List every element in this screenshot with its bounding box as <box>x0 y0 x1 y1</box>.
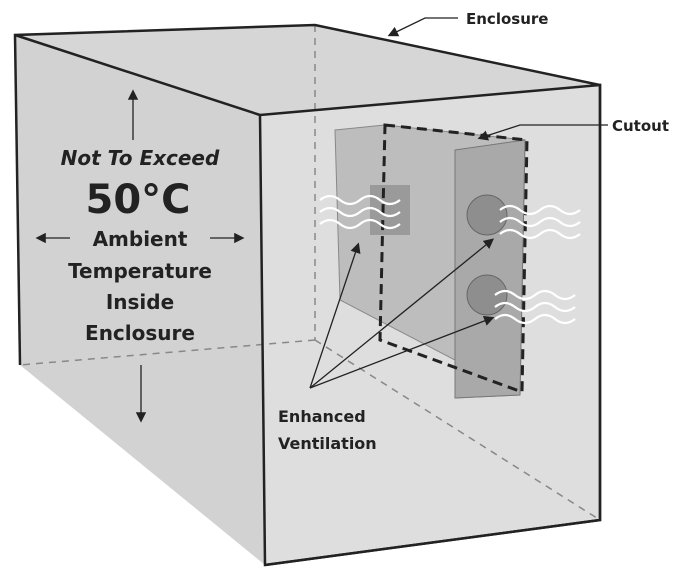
note-line: Ambient <box>93 227 188 251</box>
box-edges <box>13 23 602 567</box>
hidden-edges <box>19 25 601 521</box>
ventilation-label: Ventilation <box>278 434 377 453</box>
cutout-label: Cutout <box>612 117 669 135</box>
device <box>334 123 529 399</box>
note-heading: Not To Exceed <box>61 146 220 170</box>
leader-lines <box>309 17 608 389</box>
note-line: Enclosure <box>85 321 195 345</box>
temperature-arrows <box>35 89 245 423</box>
enclosure-label: Enclosure <box>466 10 548 28</box>
top-face <box>15 25 600 115</box>
ventilation-waves <box>319 194 581 325</box>
left-face <box>15 35 265 565</box>
note-line: Inside <box>106 290 174 314</box>
ventilation-label: Enhanced <box>278 407 366 426</box>
note-value: 50°C <box>85 177 190 223</box>
note-line: Temperature <box>68 259 212 283</box>
